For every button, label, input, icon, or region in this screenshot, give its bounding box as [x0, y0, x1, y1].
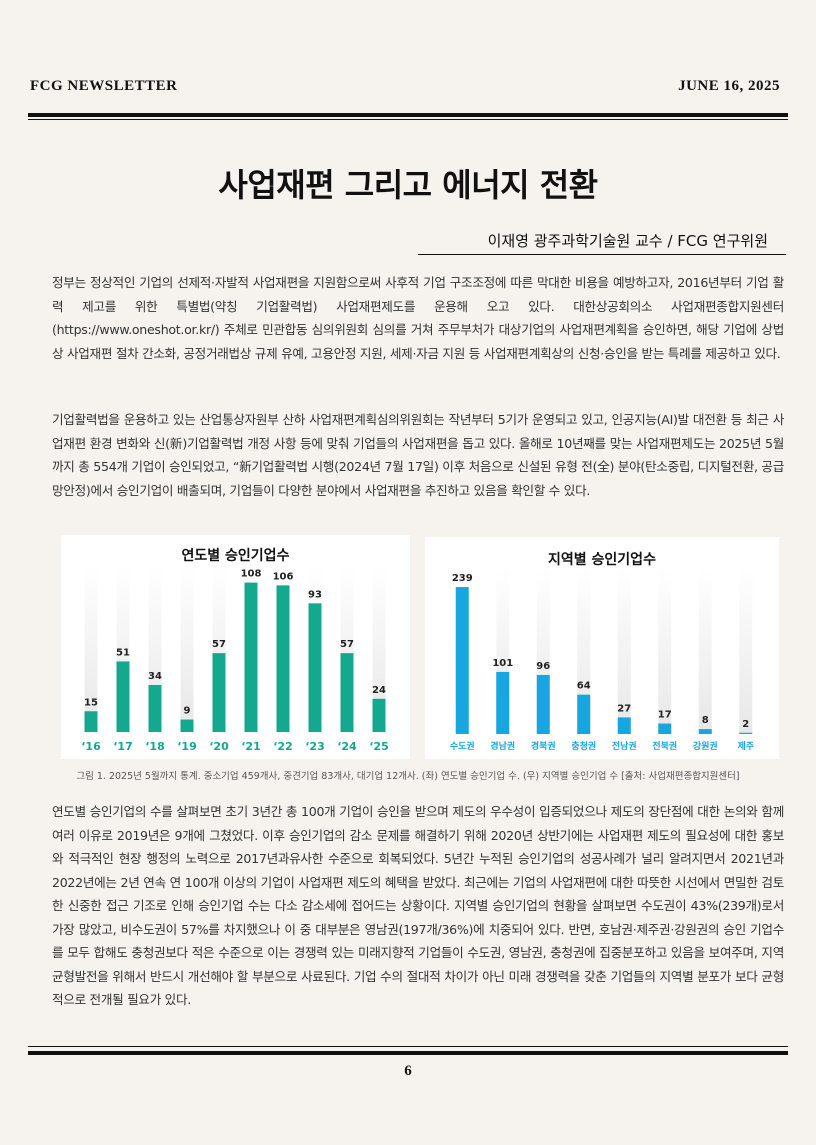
year-value-label-1: 51 [116, 647, 130, 658]
regional-chart: 239 수도권 101 경남권 96 경북권 64 충청권 27 전남권 17 전북권 8 강원권 2 제주 [450, 568, 754, 752]
year-value-label-3: 9 [184, 706, 191, 717]
region-track-5 [658, 568, 672, 734]
year-value-label-2: 34 [148, 671, 162, 682]
year-bar-2 [148, 684, 162, 732]
region-category-label-2: 경북권 [531, 740, 556, 752]
region-bar-7 [739, 732, 753, 734]
region-bar-5 [658, 723, 672, 734]
figure-caption: 그림 1. 2025년 5월까지 통계. 중소기업 459개사, 중견기업 83… [76, 771, 740, 782]
region-value-label-2: 96 [536, 661, 550, 672]
page-number: 6 [404, 1063, 412, 1079]
year-value-label-7: 93 [308, 589, 322, 600]
region-value-label-7: 2 [742, 719, 749, 730]
footer-rule-thick [28, 1051, 788, 1055]
region-category-label-4: 전남권 [612, 740, 637, 752]
year-track-0 [84, 566, 98, 732]
year-category-label-6: ‘22 [273, 740, 293, 753]
year-bar-3 [180, 719, 194, 732]
region-track-6 [698, 568, 712, 734]
paragraph-3: 연도별 승인기업의 수를 살펴보면 초기 3년간 총 100개 기업이 승인을 … [52, 804, 784, 1007]
regional-chart-panel: 지역별 승인기업수 239 수도권 101 경남권 96 경북권 64 충청권 27 전남권 17 전… [425, 537, 779, 759]
yearly-chart-title: 연도별 승인기업수 [181, 548, 290, 564]
region-bar-0 [455, 587, 469, 734]
region-category-label-0: 수도권 [450, 740, 475, 752]
region-category-label-5: 전북권 [652, 740, 677, 752]
year-value-label-0: 15 [84, 697, 98, 708]
header-rule-thin [28, 119, 788, 120]
region-track-3 [577, 568, 591, 734]
region-value-label-1: 101 [492, 658, 513, 669]
footer-rule-thin [28, 1046, 788, 1047]
year-track-9 [372, 566, 386, 732]
region-value-label-5: 17 [658, 710, 672, 721]
year-track-3 [180, 566, 194, 732]
year-bar-1 [116, 661, 130, 732]
regional-chart-title: 지역별 승인기업수 [548, 552, 656, 568]
newsletter-name: FCG NEWSLETTER [30, 78, 178, 94]
year-bar-7 [308, 603, 322, 732]
region-value-label-6: 8 [702, 715, 709, 726]
region-category-label-6: 강원권 [693, 740, 718, 752]
yearly-chart-panel: 연도별 승인기업수 15 ‘16 51 ‘17 34 ‘18 9 ‘19 57 ‘20 108 ‘21… [61, 535, 410, 759]
year-category-label-3: ‘19 [177, 740, 197, 753]
year-bar-4 [212, 653, 226, 732]
byline-rule [418, 254, 786, 255]
region-bar-2 [536, 674, 550, 734]
region-track-7 [739, 568, 753, 734]
issue-date: JUNE 16, 2025 [678, 78, 780, 94]
author-byline: 이재영 광주과학기술원 교수 / FCG 연구위원 [487, 232, 768, 250]
year-value-label-9: 24 [372, 685, 386, 696]
year-category-label-8: ‘24 [337, 740, 357, 753]
region-bar-6 [698, 729, 712, 734]
year-bar-5 [244, 582, 258, 732]
yearly-chart: 15 ‘16 51 ‘17 34 ‘18 9 ‘19 57 ‘20 108 ‘21 106 ‘22 93 ‘2… [81, 566, 389, 753]
region-bar-1 [496, 671, 510, 734]
region-bar-3 [577, 694, 591, 734]
paragraph-2: 기업활력법을 운용하고 있는 산업통상자원부 산하 사업재편계획심의위원회는 작… [52, 412, 784, 498]
year-bar-6 [276, 585, 290, 732]
year-value-label-8: 57 [340, 639, 354, 650]
year-category-label-4: ‘20 [209, 740, 229, 753]
year-category-label-5: ‘21 [241, 740, 261, 753]
year-category-label-7: ‘23 [305, 740, 325, 753]
year-bar-8 [340, 653, 354, 732]
year-category-label-0: ‘16 [81, 740, 101, 753]
year-category-label-2: ‘18 [145, 740, 165, 753]
region-category-label-3: 충청권 [571, 740, 596, 752]
paragraph-1: 정부는 정상적인 기업의 선제적·자발적 사업재편을 지원함으로써 사후적 기업… [52, 275, 784, 361]
region-value-label-4: 27 [617, 703, 631, 714]
year-bar-9 [372, 698, 386, 732]
region-value-label-0: 239 [452, 573, 473, 584]
region-category-label-1: 경남권 [490, 740, 515, 752]
year-bar-0 [84, 711, 98, 732]
year-value-label-6: 106 [273, 571, 294, 582]
region-category-label-7: 제주 [737, 740, 754, 752]
region-track-4 [617, 568, 631, 734]
year-value-label-4: 57 [212, 639, 226, 650]
region-bar-4 [617, 717, 631, 734]
article-title: 사업재편 그리고 에너지 전환 [218, 166, 598, 204]
year-category-label-9: ‘25 [369, 740, 389, 753]
year-category-label-1: ‘17 [113, 740, 133, 753]
region-value-label-3: 64 [577, 681, 591, 692]
header-rule-thick [28, 113, 788, 117]
year-value-label-5: 108 [241, 569, 262, 580]
